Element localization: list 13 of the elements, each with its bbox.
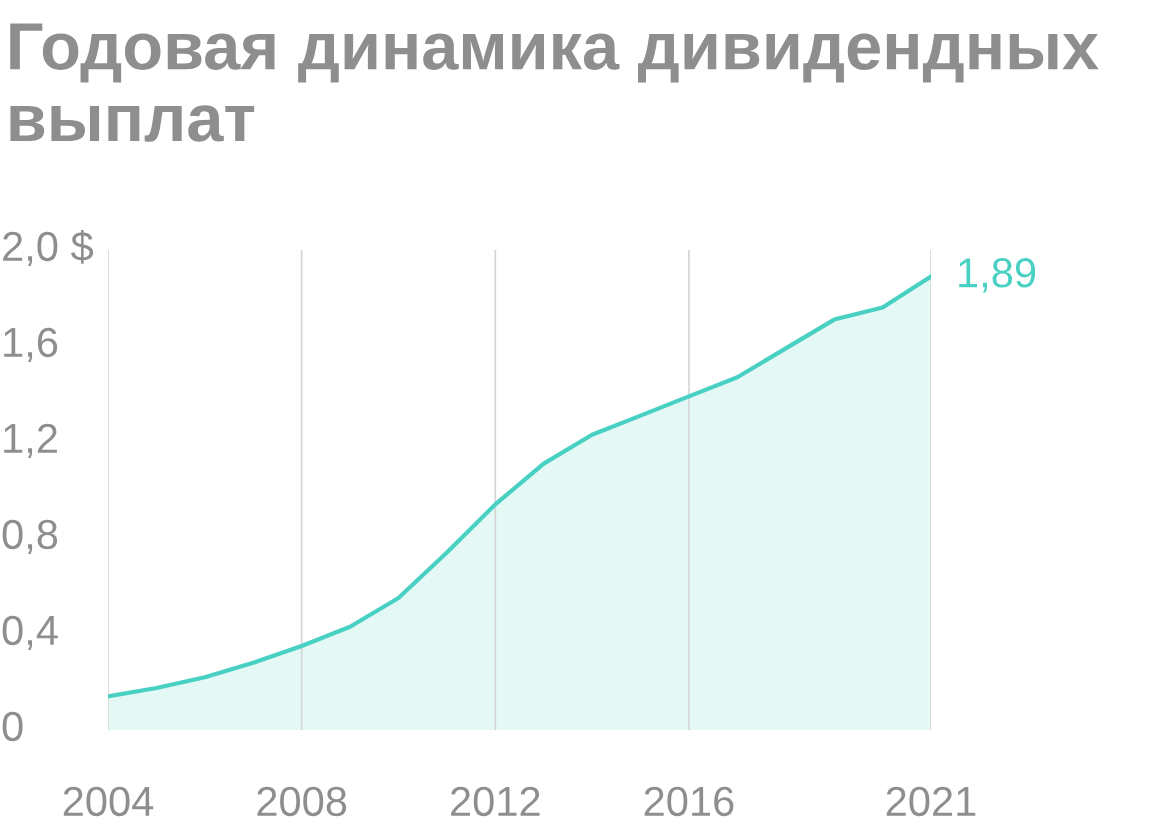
x-tick-label: 2021: [886, 786, 976, 817]
chart-title: Годовая динамика дивидендных выплат: [10, 23, 1099, 142]
x-tick-label: 2004: [63, 786, 154, 817]
y-tick-label: 0,4: [2, 615, 58, 651]
y-tick-label: 0: [2, 711, 23, 742]
y-tick-label: 0,8: [2, 519, 58, 555]
y-tick-label: 1,2: [4, 423, 57, 459]
x-tick-label: 2008: [257, 786, 347, 817]
annotation: 1,89: [959, 258, 1036, 293]
y-tick-label: 1,6: [4, 327, 58, 363]
x-tick-label: 2016: [644, 786, 734, 817]
y-tick-label: 2,0 $: [3, 229, 94, 267]
x-tick-label: 2012: [451, 786, 540, 817]
